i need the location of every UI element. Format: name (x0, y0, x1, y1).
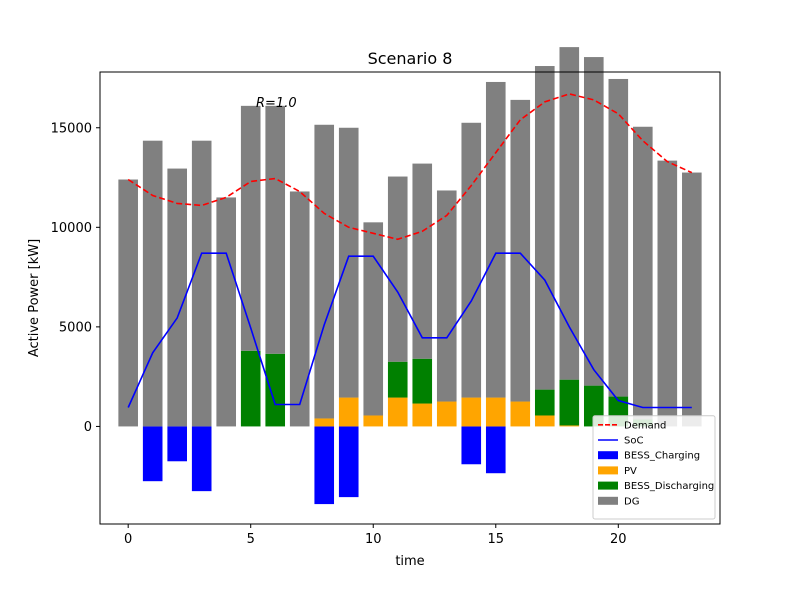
bar-bess-discharging (412, 358, 433, 404)
line-demand (127, 93, 693, 241)
y-tick-label: 0 (84, 420, 92, 435)
bar-pv (314, 418, 335, 427)
bar-bess-charging (142, 426, 163, 482)
bar-dg (314, 124, 335, 419)
bar-bess-charging (314, 426, 335, 505)
bar-dg (142, 140, 163, 427)
bar-dg (608, 78, 629, 397)
legend-label-demand: Demand (624, 420, 666, 431)
bar-dg (216, 197, 237, 427)
bar-dg (265, 105, 286, 354)
legend-swatch-bess-discharging (598, 481, 618, 490)
legend-swatch-bess-charging (598, 451, 618, 460)
bar-dg (338, 127, 359, 398)
bar-dg (559, 47, 580, 380)
bar-dg (461, 122, 482, 398)
bar-bess-charging (191, 426, 212, 492)
bar-dg (191, 140, 212, 427)
x-tick-label: 10 (365, 532, 382, 547)
bar-pv (363, 415, 384, 427)
bar-dg (118, 179, 138, 427)
y-tick-label: 10000 (51, 221, 92, 236)
bar-dg (436, 190, 457, 402)
bar-bess-charging (461, 426, 482, 465)
bar-bess-discharging (559, 379, 580, 426)
bar-dg (485, 81, 506, 398)
y-tick-label: 5000 (59, 320, 92, 335)
legend-label-bess-discharging: BESS_Discharging (624, 481, 714, 492)
bar-dg (240, 105, 261, 351)
bar-pv (387, 397, 408, 427)
bar-bess-discharging (387, 361, 408, 398)
bar-dg (363, 222, 384, 416)
bar-pv (485, 397, 506, 427)
line-soc (127, 252, 692, 409)
legend-box (592, 415, 716, 520)
bar-pv (510, 401, 531, 427)
legend-swatch-dg (598, 496, 618, 505)
bar-dg (167, 168, 187, 427)
bar-dg (657, 160, 678, 427)
bar-dg (387, 176, 408, 362)
bar-pv (338, 397, 359, 427)
legend-label-dg: DG (624, 496, 639, 507)
legend-swatch-pv (598, 466, 618, 475)
legend-label-pv: PV (624, 466, 637, 477)
x-tick-label: 5 (247, 532, 255, 547)
plot-frame (99, 71, 721, 525)
bar-pv (534, 415, 555, 427)
bar-bess-charging (338, 426, 359, 498)
bar-pv (436, 401, 457, 427)
bar-bess-charging (485, 426, 506, 474)
bar-dg (682, 172, 702, 427)
bar-pv (461, 397, 482, 427)
bar-bess-discharging (265, 353, 286, 427)
bar-dg (583, 57, 604, 386)
bar-dg (534, 66, 555, 390)
bar-dg (289, 191, 310, 427)
bar-dg (412, 163, 433, 359)
bar-pv (412, 403, 433, 427)
x-axis-label: time (395, 554, 424, 569)
y-axis-label: Active Power [kW] (27, 239, 42, 357)
legend-label-soc: SoC (624, 436, 643, 447)
y-tick-label: 15000 (51, 121, 92, 136)
x-tick-label: 20 (610, 532, 627, 547)
bar-dg (633, 126, 653, 420)
x-tick-label: 0 (124, 532, 132, 547)
annotation-r-value: R=1.0 (256, 96, 297, 111)
axis-ticks: 0 5 10 15 20 0 5000 10000 15000 (51, 121, 627, 547)
legend: Demand SoC BESS_Charging PV BESS_Discharging… (592, 415, 716, 520)
plot-area (118, 47, 702, 505)
legend-label-bess-charging: BESS_Charging (624, 451, 700, 462)
bar-dg (510, 99, 531, 402)
chart-title: Scenario 8 (368, 49, 453, 68)
bar-bess-discharging (240, 350, 261, 427)
bar-bess-charging (167, 426, 187, 462)
bar-pv (559, 425, 580, 427)
bar-bess-discharging (534, 389, 555, 416)
x-tick-label: 15 (487, 532, 504, 547)
